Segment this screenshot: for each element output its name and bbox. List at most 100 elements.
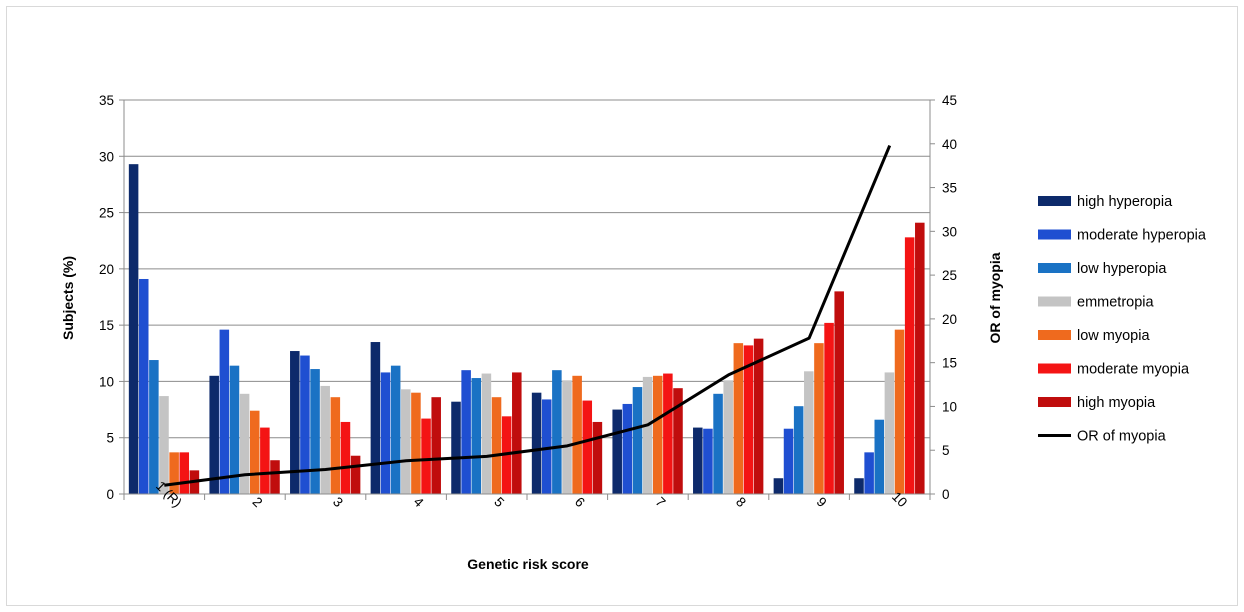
y2-tick-label: 0	[942, 487, 950, 502]
bar	[814, 343, 824, 494]
y2-tick-label: 35	[942, 181, 957, 196]
bar	[673, 388, 683, 494]
bar	[632, 387, 643, 494]
y2-tick-label: 10	[942, 399, 957, 414]
bar	[743, 345, 754, 494]
legend-swatch	[1038, 229, 1071, 240]
x-tick-label: 8	[733, 494, 749, 510]
bar	[350, 455, 361, 494]
bar	[380, 372, 391, 494]
bar	[723, 380, 733, 494]
legend-label: low myopia	[1077, 328, 1150, 344]
bar	[179, 452, 190, 494]
bar	[401, 389, 411, 494]
bar	[904, 237, 915, 494]
x-tick-label: 6	[572, 494, 588, 510]
bar	[128, 164, 139, 494]
y-tick-label: 15	[99, 318, 114, 333]
legend-swatch	[1038, 263, 1071, 273]
bar	[431, 397, 441, 494]
bar	[642, 376, 653, 494]
bar	[753, 338, 764, 494]
bar	[390, 365, 401, 494]
bar	[531, 392, 542, 494]
bar	[239, 393, 250, 494]
y2-tick-label: 5	[942, 443, 950, 458]
x-tick-label: 4	[411, 494, 427, 510]
y2-tick-label: 30	[942, 224, 957, 239]
or-line-series	[164, 144, 892, 487]
bar	[612, 409, 622, 494]
x-axis-title: Genetic risk score	[467, 556, 589, 572]
bar	[622, 403, 633, 494]
y-tick-label: 30	[99, 149, 114, 164]
bar	[159, 396, 169, 494]
bar	[652, 375, 663, 494]
y-tick-label: 10	[99, 374, 114, 389]
bar	[804, 371, 814, 494]
bar	[370, 342, 381, 494]
axes	[119, 99, 935, 500]
bar	[451, 401, 461, 494]
legend-swatch	[1038, 363, 1071, 374]
x-tick-label: 5	[491, 494, 507, 510]
bar	[582, 400, 593, 494]
bar	[693, 427, 703, 494]
bar	[824, 322, 834, 494]
bar	[290, 351, 300, 494]
y2-tick-label: 15	[942, 356, 957, 371]
y-tick-label: 35	[99, 93, 114, 108]
bar	[663, 373, 673, 494]
bar	[330, 397, 341, 494]
legend: high hyperopia moderate hyperopia low hype…	[1038, 194, 1207, 445]
x-tick-label: 7	[652, 494, 668, 510]
bar	[793, 406, 804, 494]
bar	[884, 372, 895, 494]
y-axis-title: Subjects (%)	[60, 256, 76, 340]
y-tick-label: 20	[99, 262, 114, 277]
y-tick-label: 0	[106, 487, 114, 502]
bars	[128, 164, 925, 494]
bar	[209, 375, 219, 494]
y-tick-label: 5	[106, 431, 114, 446]
bar	[854, 478, 864, 494]
bar	[411, 392, 421, 494]
y-tick-label: 25	[99, 206, 114, 221]
x-tick-label: 9	[814, 494, 830, 510]
legend-label: moderate hyperopia	[1077, 228, 1207, 244]
bar	[592, 421, 603, 494]
y2-axis-title: OR of myopia	[987, 252, 1003, 343]
bar	[249, 410, 260, 494]
y2-tick-label: 25	[942, 268, 957, 283]
bar	[310, 369, 320, 494]
bar	[270, 460, 280, 494]
bar	[713, 393, 723, 494]
x-tick-label: 3	[330, 494, 346, 510]
legend-swatch	[1038, 330, 1071, 340]
bar	[300, 355, 310, 494]
bar	[471, 378, 482, 494]
bar	[219, 329, 230, 494]
bar	[773, 478, 784, 494]
bar	[733, 343, 744, 494]
or-line	[164, 144, 892, 487]
bar	[572, 375, 582, 494]
bar	[512, 372, 522, 494]
bar	[703, 428, 713, 494]
y2-tick-label: 20	[942, 312, 957, 327]
bar	[552, 370, 562, 494]
bar	[894, 329, 905, 494]
bar	[169, 452, 179, 494]
y2-tick-label: 40	[942, 137, 957, 152]
bar	[541, 399, 552, 494]
bar	[461, 370, 471, 494]
legend-swatch	[1038, 296, 1071, 307]
bar	[149, 360, 159, 494]
bar	[138, 278, 149, 494]
chart-frame	[6, 6, 1238, 606]
bar	[491, 397, 502, 494]
bar	[340, 421, 351, 494]
legend-label: low hyperopia	[1077, 261, 1167, 277]
bar	[915, 222, 925, 494]
